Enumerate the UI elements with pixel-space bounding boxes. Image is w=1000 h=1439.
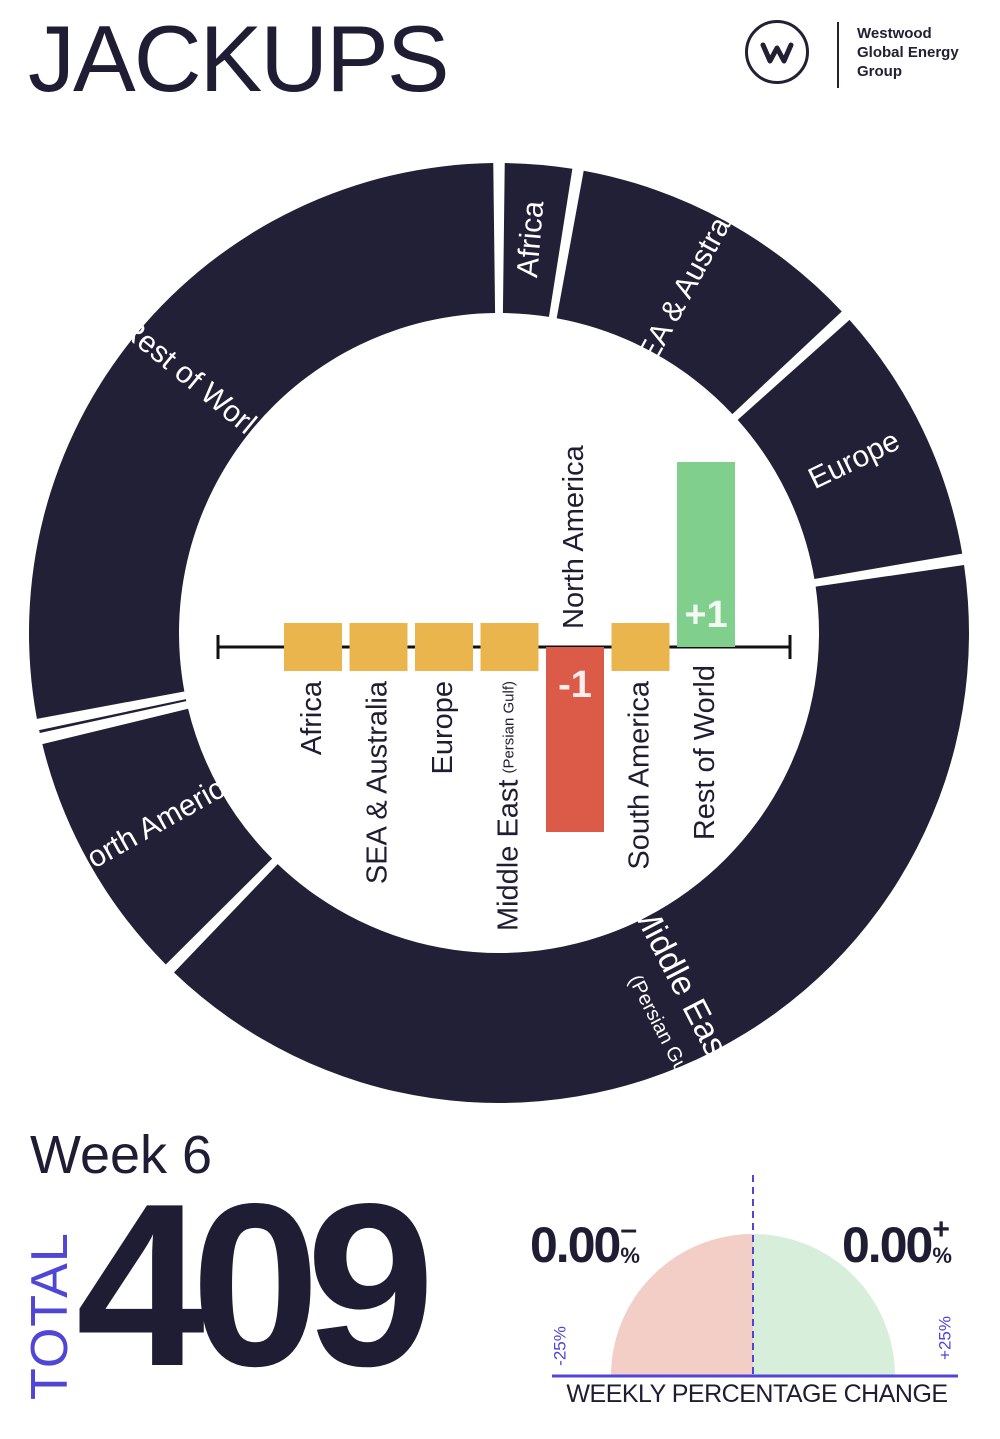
bar-category-label-africa: Africa <box>296 680 328 755</box>
logo-line-3: Group <box>857 63 902 80</box>
bar-middle-east <box>480 623 539 671</box>
gauge-negative-sign: – <box>620 1213 637 1246</box>
bar-north-america <box>546 647 604 832</box>
gauge-positive-unit: % <box>932 1243 952 1268</box>
regional-donut-chart: Africa SEA & Australia Europe Middle East(P… <box>29 163 969 1182</box>
total-label: TOTAL <box>21 1232 79 1400</box>
donut-segment-europe <box>737 319 963 579</box>
bar-rest-of-world <box>677 462 735 647</box>
donut-segment-north-america <box>42 708 273 965</box>
logo-line-1: Westwood <box>857 25 932 42</box>
gauge-positive-value: 0.00 <box>842 1217 932 1273</box>
gauge-positive-sign: + <box>932 1213 950 1246</box>
bar-south-america <box>611 623 670 671</box>
donut-segment-africa <box>502 163 573 317</box>
bar-category-label-middle-east: Middle East(Persian Gulf) <box>492 681 524 931</box>
gauge-min-label: -25% <box>550 1326 569 1366</box>
donut-segment-unlabelled <box>39 699 187 733</box>
total-value: 409 <box>76 1156 435 1415</box>
bar-category-label-north-america: North America <box>558 444 590 629</box>
gauge-caption: WEEKLY PERCENTAGE CHANGE <box>566 1380 948 1408</box>
bar-category-label-europe: Europe <box>427 681 459 775</box>
bar-value-label-north-america: -1 <box>558 664 592 706</box>
weekly-percentage-gauge: -25% +25%0.00 –% 0.00 +% <box>530 1175 958 1378</box>
bar-category-label-sea-australia: SEA & Australia <box>361 680 393 884</box>
bar-value-label-rest-of-world: +1 <box>684 594 727 636</box>
company-logo: Westwood Global Energy Group <box>745 20 985 92</box>
westwood-logo-icon <box>745 20 809 84</box>
bar-africa <box>284 623 342 671</box>
donut-segment-rest-of-world <box>29 163 496 719</box>
page-title: JACKUPS <box>28 6 450 111</box>
gauge-positive-half <box>753 1234 895 1376</box>
donut-segment-sea-australia <box>556 170 842 415</box>
weekly-change-bar-chart: Africa SEA & Australia Europe Middle East(P… <box>216 444 792 931</box>
bar-category-label-south-america: South America <box>623 680 655 869</box>
gauge-negative-half <box>611 1234 753 1376</box>
donut-label-africa: Africa <box>511 199 550 279</box>
week-label: Week 6 <box>30 1125 213 1185</box>
donut-segment-middle-east <box>173 564 969 1103</box>
bar-sea-australia <box>349 623 408 671</box>
gauge-negative-unit: % <box>620 1243 640 1268</box>
bar-europe <box>415 623 473 671</box>
bar-category-label-rest-of-world: Rest of World <box>689 665 721 840</box>
logo-line-2: Global Energy <box>857 44 959 61</box>
gauge-max-label: +25% <box>935 1316 954 1360</box>
logo-text: Westwood Global Energy Group <box>857 24 987 81</box>
logo-divider <box>837 22 839 88</box>
gauge-negative-value: 0.00 <box>530 1217 620 1273</box>
